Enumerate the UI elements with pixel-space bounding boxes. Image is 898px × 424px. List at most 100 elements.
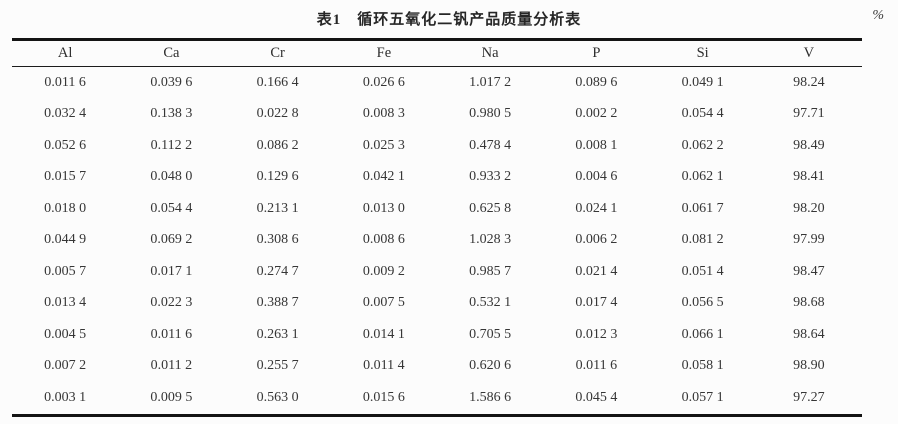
table-cell: 0.014 1 [362, 326, 405, 342]
table-cell: 0.008 6 [362, 232, 405, 248]
table-cell: 97.99 [793, 232, 825, 248]
table-cell: 0.011 6 [44, 74, 86, 90]
table-cell: 0.044 9 [44, 232, 87, 248]
column-header-v: V [803, 45, 815, 61]
table-cell: 0.388 7 [256, 295, 299, 311]
table-cell: 0.069 2 [150, 232, 193, 248]
table-cell: 98.24 [793, 74, 825, 90]
table-cell: 0.478 4 [469, 137, 512, 153]
table-cell: 0.009 2 [362, 263, 405, 279]
table-cell: 0.011 2 [150, 358, 193, 374]
table-cell: 0.066 1 [681, 326, 724, 342]
table-cell: 0.002 2 [575, 106, 618, 122]
table-cell: 0.045 4 [575, 389, 618, 405]
table-row: 0.007 2 0.011 2 0.255 7 0.011 4 0.620 6 0.011… [12, 351, 862, 383]
table-cell: 0.625 8 [469, 200, 512, 216]
table-cell: 0.022 8 [256, 106, 299, 122]
table-cell: 98.41 [793, 169, 825, 185]
table-row: 0.032 4 0.138 3 0.022 8 0.008 3 0.980 5 0.002… [12, 99, 862, 131]
table-cell: 0.051 4 [681, 263, 724, 279]
column-header-ca: Ca [163, 45, 180, 61]
table-cell: 0.024 1 [575, 200, 618, 216]
column-header-p: P [592, 45, 601, 61]
table-cell: 0.532 1 [469, 295, 512, 311]
table-cell: 0.039 6 [150, 74, 193, 90]
column-header-na: Na [481, 45, 499, 61]
table-cell: 98.68 [793, 295, 825, 311]
table-row: 0.011 6 0.039 6 0.166 4 0.026 6 1.017 2 0.089… [12, 67, 862, 99]
table-row: 0.003 1 0.009 5 0.563 0 0.015 6 1.586 6 0.045… [12, 382, 862, 414]
table-cell: 0.032 4 [44, 106, 87, 122]
table-cell: 0.015 7 [44, 169, 87, 185]
table-cell: 0.009 5 [150, 389, 193, 405]
table-cell: 0.011 6 [150, 326, 193, 342]
table-cell: 98.49 [793, 137, 825, 153]
table-cell: 0.042 1 [362, 169, 405, 185]
table-cell: 0.057 1 [681, 389, 724, 405]
analysis-table-body: 0.011 6 0.039 6 0.166 4 0.026 6 1.017 2 0.089… [12, 67, 862, 414]
table-row: 0.005 7 0.017 1 0.274 7 0.009 2 0.985 7 0.021… [12, 256, 862, 288]
table-cell: 0.054 4 [150, 200, 193, 216]
table-cell: 0.933 2 [469, 169, 512, 185]
table-cell: 0.022 3 [150, 295, 193, 311]
table-cell: 0.620 6 [469, 358, 512, 374]
table-cell: 0.985 7 [469, 263, 512, 279]
table-cell: 0.308 6 [256, 232, 299, 248]
table-cell: 0.013 4 [44, 295, 87, 311]
column-header-si: Si [696, 45, 709, 61]
table-cell: 0.015 6 [362, 389, 405, 405]
table-row: 0.052 6 0.112 2 0.086 2 0.025 3 0.478 4 0.008… [12, 130, 862, 162]
table-title-row: 表1 循环五氧化二钒产品质量分析表 [0, 8, 898, 32]
table-cell: 97.71 [793, 106, 825, 122]
table-row: 0.015 7 0.048 0 0.129 6 0.042 1 0.933 2 0.004… [12, 162, 862, 194]
table-cell: 0.008 1 [575, 137, 618, 153]
column-header-al: Al [57, 45, 73, 61]
table-cell: 1.028 3 [469, 232, 512, 248]
table-cell: 0.112 2 [150, 137, 193, 153]
table-cell: 0.004 6 [575, 169, 618, 185]
table-row: 0.044 9 0.069 2 0.308 6 0.008 6 1.028 3 0.006… [12, 225, 862, 257]
table-cell: 0.129 6 [256, 169, 299, 185]
table-cell: 98.90 [793, 358, 825, 374]
table-cell: 0.011 4 [363, 358, 405, 374]
table-cell: 97.27 [793, 389, 825, 405]
table-cell: 0.006 2 [575, 232, 618, 248]
table-cell: 0.980 5 [469, 106, 512, 122]
table-cell: 0.705 5 [469, 326, 512, 342]
table-cell: 0.017 1 [150, 263, 193, 279]
table-cell: 0.004 5 [44, 326, 87, 342]
table-cell: 0.018 0 [44, 200, 87, 216]
table-cell: 0.062 1 [681, 169, 724, 185]
table-cell: 0.048 0 [150, 169, 193, 185]
table-cell: 0.255 7 [256, 358, 299, 374]
table-cell: 0.013 0 [362, 200, 405, 216]
table-cell: 98.64 [793, 326, 825, 342]
column-header-fe: Fe [376, 45, 392, 61]
analysis-table-header: Al Ca Cr Fe Na P Si V [12, 41, 862, 67]
table-cell: 0.213 1 [256, 200, 299, 216]
table-cell: 1.017 2 [469, 74, 512, 90]
table-title: 表1 循环五氧化二钒产品质量分析表 [316, 12, 582, 28]
table-cell: 0.003 1 [44, 389, 87, 405]
table-cell: 0.166 4 [256, 74, 299, 90]
table-cell: 0.138 3 [150, 106, 193, 122]
table-cell: 0.086 2 [256, 137, 299, 153]
table-cell: 0.062 2 [681, 137, 724, 153]
unit-percent-label: % [872, 8, 884, 23]
table-cell: 0.054 4 [681, 106, 724, 122]
table-cell: 0.005 7 [44, 263, 87, 279]
table-cell: 0.563 0 [256, 389, 299, 405]
table-cell: 0.081 2 [681, 232, 724, 248]
table-row: 0.004 5 0.011 6 0.263 1 0.014 1 0.705 5 0.012… [12, 319, 862, 351]
table-cell: 0.021 4 [575, 263, 618, 279]
table-cell: 0.061 7 [681, 200, 724, 216]
table-cell: 0.012 3 [575, 326, 618, 342]
table-cell: 0.025 3 [362, 137, 405, 153]
table-cell: 0.274 7 [256, 263, 299, 279]
table-cell: 0.058 1 [681, 358, 724, 374]
table-cell: 0.011 6 [575, 358, 618, 374]
table-cell: 1.586 6 [469, 389, 512, 405]
table-cell: 0.026 6 [362, 74, 405, 90]
table-row: 0.013 4 0.022 3 0.388 7 0.007 5 0.532 1 0.017… [12, 288, 862, 320]
